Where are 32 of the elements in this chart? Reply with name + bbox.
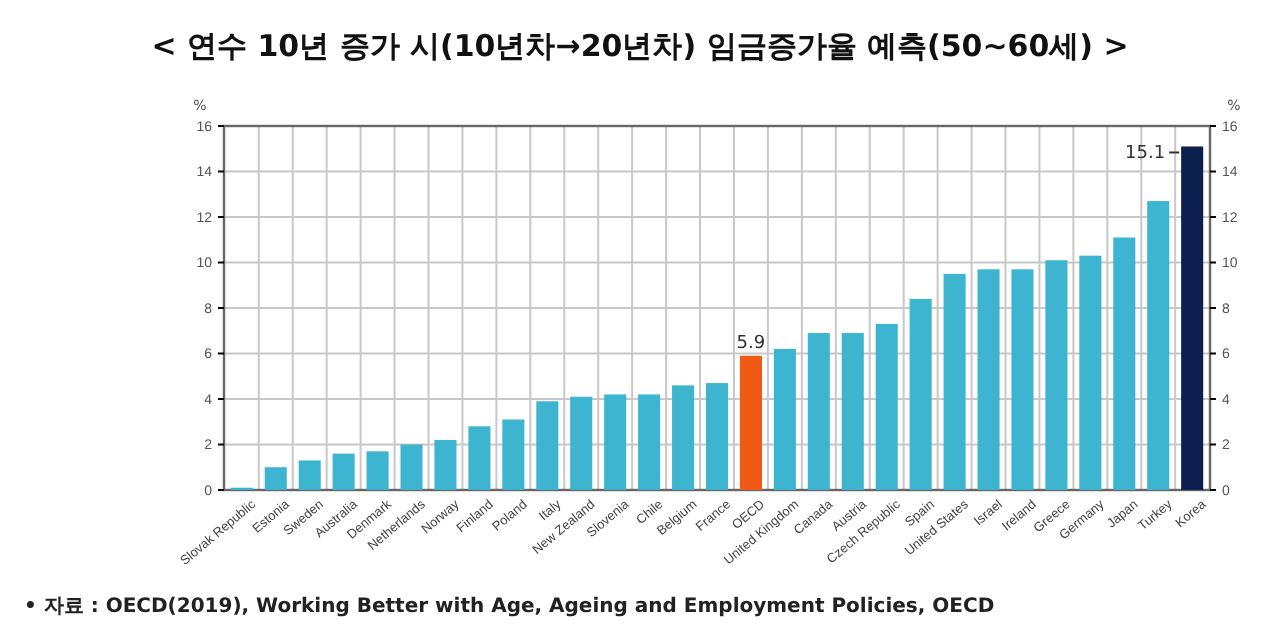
bar [841,333,864,490]
bar [264,467,287,490]
text: • 자료 : OECD(2019), Working Better with Age, Ageing and Employment Policies, OECD [24,596,995,618]
bar [943,273,966,490]
bar [536,401,559,490]
bar [1011,269,1034,490]
bar [977,269,1000,490]
bar [434,439,457,490]
chart-title: < 연수 10년 증가 시(10년차→20년차) 임금증가율 예측(50~60세) > [151,28,1129,64]
bar [739,355,762,490]
bar [773,348,796,490]
bar [400,444,423,490]
bar [909,298,932,490]
bar [638,394,661,490]
bar [807,333,830,490]
bar [468,426,491,490]
bar [298,460,321,490]
bar [502,419,525,490]
bar [1113,237,1136,490]
bar [570,396,593,490]
data-label: 5.9 [736,333,766,354]
bar [875,323,898,490]
bar [1045,260,1068,490]
bar [672,385,695,490]
bar [366,451,389,490]
data-label: 15.1 [1125,144,1166,165]
bar [1181,146,1204,490]
bar [1079,255,1102,490]
bar [1147,201,1170,490]
bar [332,453,355,490]
bar [705,383,729,490]
bar [604,394,627,490]
